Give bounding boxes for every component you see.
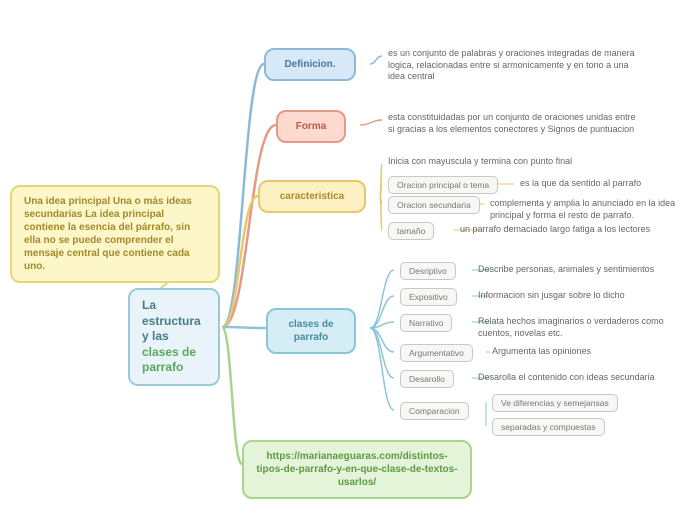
leaf-text: Informacion sin jusgar sobre lo dicho xyxy=(478,290,625,302)
mini-node: separadas y compuestas xyxy=(492,418,605,436)
leaf-text: Describe personas, animales y sentimient… xyxy=(478,264,654,276)
mini-node: Oracion secundaria xyxy=(388,196,480,214)
mini-node: Ve diferencias y semejansas xyxy=(492,394,618,412)
leaf-text: esta constituidadas por un conjunto de o… xyxy=(388,112,638,135)
branch-node[interactable]: Forma xyxy=(276,110,346,143)
leaf-text: Relata hechos imaginarios o verdaderos c… xyxy=(478,316,668,339)
mini-node: Narrativo xyxy=(400,314,452,332)
leaf-text: complementa y amplia lo anunciado en la … xyxy=(490,198,680,221)
mini-node: Oracion principal o tema xyxy=(388,176,498,194)
mini-node: Expositivo xyxy=(400,288,457,306)
branch-node[interactable]: caracteristica xyxy=(258,180,366,213)
branch-node[interactable]: Definicion. xyxy=(264,48,356,81)
branch-node[interactable]: https://marianaeguaras.com/distintos-tip… xyxy=(242,440,472,499)
leaf-text: es un conjunto de palabras y oraciones i… xyxy=(388,48,638,83)
aside-note: Una idea principal Una o más ideas secun… xyxy=(10,185,220,283)
center-node[interactable]: La estructura y las clases de parrafo xyxy=(128,288,220,386)
branch-node[interactable]: clases de parrafo xyxy=(266,308,356,354)
leaf-text: Argumenta las opiniones xyxy=(492,346,591,358)
leaf-text: Inicia con mayuscula y termina con punto… xyxy=(388,156,608,168)
leaf-text: un parrafo demaciado largo fatiga a los … xyxy=(460,224,650,236)
mini-node: Desarollo xyxy=(400,370,454,388)
leaf-text: es la que da sentido al parrafo xyxy=(520,178,641,190)
leaf-text: Desarolla el contenido con ideas secunda… xyxy=(478,372,655,384)
mini-node: Desriptivo xyxy=(400,262,456,280)
mini-node: Comparacion xyxy=(400,402,469,420)
mini-node: Argumentativo xyxy=(400,344,473,362)
mini-node: tamaño xyxy=(388,222,434,240)
